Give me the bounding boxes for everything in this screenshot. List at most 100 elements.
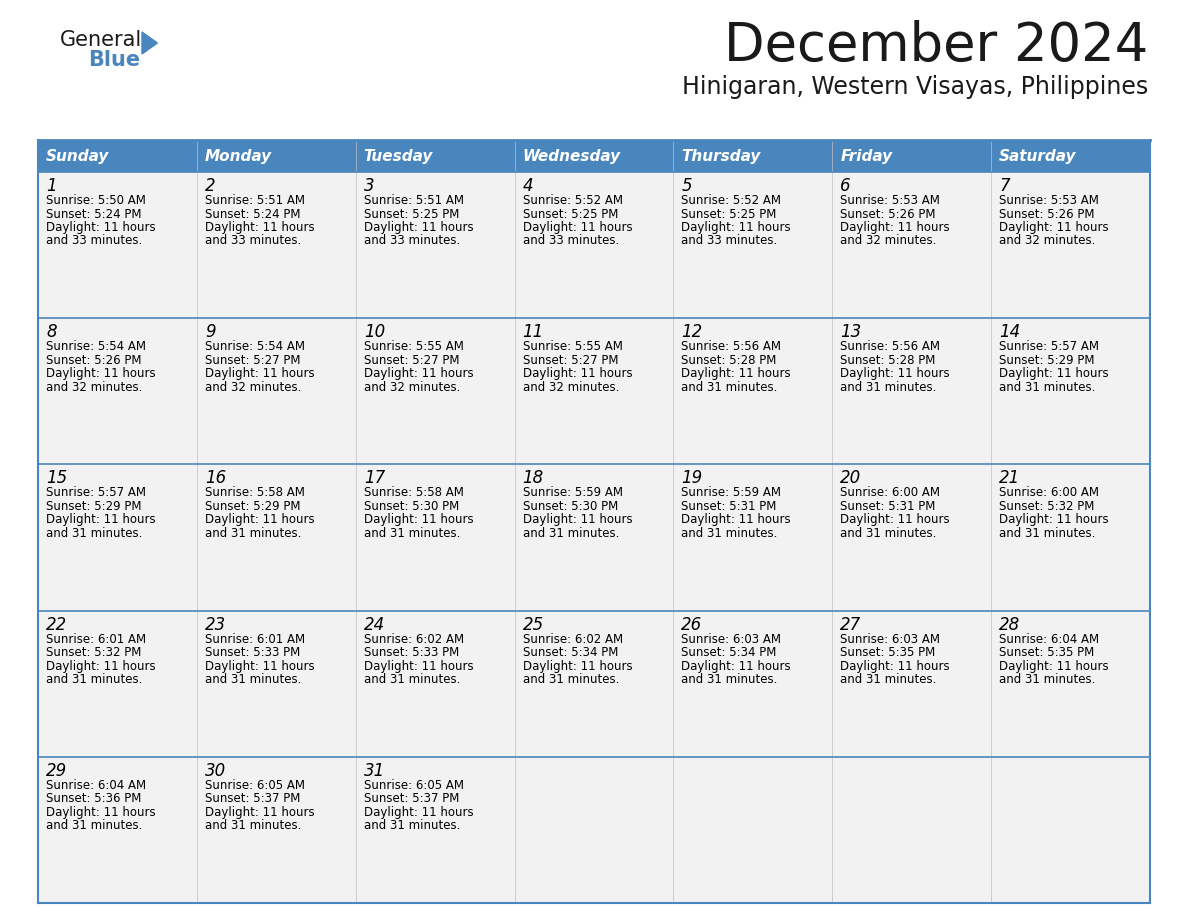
Text: 20: 20 xyxy=(840,469,861,487)
Text: Sunrise: 6:05 AM: Sunrise: 6:05 AM xyxy=(204,778,305,792)
Text: 7: 7 xyxy=(999,177,1010,195)
Text: Daylight: 11 hours: Daylight: 11 hours xyxy=(682,367,791,380)
Text: Sunrise: 5:56 AM: Sunrise: 5:56 AM xyxy=(840,341,940,353)
Text: Sunset: 5:29 PM: Sunset: 5:29 PM xyxy=(999,353,1094,366)
Text: 3: 3 xyxy=(364,177,374,195)
Bar xyxy=(991,172,1150,319)
Bar xyxy=(38,172,197,319)
Text: Sunrise: 6:01 AM: Sunrise: 6:01 AM xyxy=(46,633,146,645)
Bar xyxy=(355,756,514,903)
Text: and 32 minutes.: and 32 minutes. xyxy=(840,234,936,248)
Text: Sunrise: 5:51 AM: Sunrise: 5:51 AM xyxy=(364,194,463,207)
Text: 13: 13 xyxy=(840,323,861,341)
Text: Sunset: 5:31 PM: Sunset: 5:31 PM xyxy=(682,500,777,513)
Text: Daylight: 11 hours: Daylight: 11 hours xyxy=(204,513,315,526)
Text: Sunrise: 6:02 AM: Sunrise: 6:02 AM xyxy=(364,633,463,645)
Text: 22: 22 xyxy=(46,616,68,633)
Bar xyxy=(833,756,991,903)
Text: Sunrise: 5:51 AM: Sunrise: 5:51 AM xyxy=(204,194,305,207)
Text: Daylight: 11 hours: Daylight: 11 hours xyxy=(840,660,950,673)
Text: Daylight: 11 hours: Daylight: 11 hours xyxy=(523,221,632,234)
Bar xyxy=(833,172,991,319)
Text: 27: 27 xyxy=(840,616,861,633)
Bar xyxy=(38,319,197,465)
Text: 30: 30 xyxy=(204,762,226,779)
Text: 4: 4 xyxy=(523,177,533,195)
Text: Saturday: Saturday xyxy=(999,149,1076,163)
Text: Sunset: 5:33 PM: Sunset: 5:33 PM xyxy=(364,646,459,659)
Text: Sunrise: 5:59 AM: Sunrise: 5:59 AM xyxy=(682,487,782,499)
Text: Daylight: 11 hours: Daylight: 11 hours xyxy=(999,513,1108,526)
Text: 8: 8 xyxy=(46,323,57,341)
Text: Sunrise: 6:03 AM: Sunrise: 6:03 AM xyxy=(840,633,940,645)
Text: Sunday: Sunday xyxy=(46,149,109,163)
Bar xyxy=(991,319,1150,465)
Text: and 31 minutes.: and 31 minutes. xyxy=(840,381,936,394)
Text: Sunrise: 6:03 AM: Sunrise: 6:03 AM xyxy=(682,633,782,645)
Text: Sunrise: 5:53 AM: Sunrise: 5:53 AM xyxy=(999,194,1099,207)
Text: Monday: Monday xyxy=(204,149,272,163)
Bar xyxy=(355,319,514,465)
Text: Sunset: 5:33 PM: Sunset: 5:33 PM xyxy=(204,646,301,659)
Text: and 33 minutes.: and 33 minutes. xyxy=(46,234,143,248)
Text: Sunrise: 5:54 AM: Sunrise: 5:54 AM xyxy=(204,341,305,353)
Bar xyxy=(514,756,674,903)
Text: Sunset: 5:28 PM: Sunset: 5:28 PM xyxy=(682,353,777,366)
Text: Thursday: Thursday xyxy=(682,149,760,163)
Text: Daylight: 11 hours: Daylight: 11 hours xyxy=(999,660,1108,673)
Text: 18: 18 xyxy=(523,469,544,487)
Text: Sunrise: 5:57 AM: Sunrise: 5:57 AM xyxy=(46,487,146,499)
Text: 9: 9 xyxy=(204,323,215,341)
Text: Wednesday: Wednesday xyxy=(523,149,620,163)
Bar xyxy=(38,465,197,610)
Text: and 31 minutes.: and 31 minutes. xyxy=(364,527,460,540)
Text: Sunset: 5:35 PM: Sunset: 5:35 PM xyxy=(999,646,1094,659)
Text: and 31 minutes.: and 31 minutes. xyxy=(364,673,460,686)
Text: Daylight: 11 hours: Daylight: 11 hours xyxy=(204,806,315,819)
Text: Hinigaran, Western Visayas, Philippines: Hinigaran, Western Visayas, Philippines xyxy=(682,75,1148,99)
Text: Daylight: 11 hours: Daylight: 11 hours xyxy=(999,221,1108,234)
Text: Tuesday: Tuesday xyxy=(364,149,434,163)
Bar xyxy=(991,610,1150,756)
Text: Daylight: 11 hours: Daylight: 11 hours xyxy=(46,660,156,673)
Text: 21: 21 xyxy=(999,469,1020,487)
Text: Sunset: 5:26 PM: Sunset: 5:26 PM xyxy=(46,353,141,366)
Text: Sunset: 5:24 PM: Sunset: 5:24 PM xyxy=(204,207,301,220)
Text: Sunset: 5:27 PM: Sunset: 5:27 PM xyxy=(364,353,460,366)
Text: Sunset: 5:32 PM: Sunset: 5:32 PM xyxy=(46,646,141,659)
Text: Sunset: 5:25 PM: Sunset: 5:25 PM xyxy=(364,207,459,220)
Text: Daylight: 11 hours: Daylight: 11 hours xyxy=(364,221,473,234)
Text: Daylight: 11 hours: Daylight: 11 hours xyxy=(204,367,315,380)
Text: 12: 12 xyxy=(682,323,702,341)
Text: Sunset: 5:32 PM: Sunset: 5:32 PM xyxy=(999,500,1094,513)
Text: Sunrise: 5:50 AM: Sunrise: 5:50 AM xyxy=(46,194,146,207)
Text: Daylight: 11 hours: Daylight: 11 hours xyxy=(523,367,632,380)
Text: Sunset: 5:26 PM: Sunset: 5:26 PM xyxy=(840,207,936,220)
Text: and 31 minutes.: and 31 minutes. xyxy=(523,673,619,686)
Bar xyxy=(991,465,1150,610)
Text: Sunrise: 5:54 AM: Sunrise: 5:54 AM xyxy=(46,341,146,353)
Text: Sunset: 5:30 PM: Sunset: 5:30 PM xyxy=(364,500,459,513)
Text: Sunset: 5:25 PM: Sunset: 5:25 PM xyxy=(682,207,777,220)
Text: and 31 minutes.: and 31 minutes. xyxy=(682,673,778,686)
Text: and 32 minutes.: and 32 minutes. xyxy=(999,234,1095,248)
Text: Sunrise: 6:04 AM: Sunrise: 6:04 AM xyxy=(46,778,146,792)
Text: Sunset: 5:29 PM: Sunset: 5:29 PM xyxy=(46,500,141,513)
Bar xyxy=(38,756,197,903)
Text: 15: 15 xyxy=(46,469,68,487)
Bar xyxy=(674,319,833,465)
Text: and 31 minutes.: and 31 minutes. xyxy=(999,381,1095,394)
Text: Sunrise: 6:01 AM: Sunrise: 6:01 AM xyxy=(204,633,305,645)
Text: Sunrise: 5:55 AM: Sunrise: 5:55 AM xyxy=(364,341,463,353)
Text: Sunset: 5:27 PM: Sunset: 5:27 PM xyxy=(204,353,301,366)
Text: Sunset: 5:35 PM: Sunset: 5:35 PM xyxy=(840,646,935,659)
Text: Daylight: 11 hours: Daylight: 11 hours xyxy=(364,660,473,673)
Text: Sunrise: 5:52 AM: Sunrise: 5:52 AM xyxy=(523,194,623,207)
Text: 6: 6 xyxy=(840,177,851,195)
Text: Sunset: 5:24 PM: Sunset: 5:24 PM xyxy=(46,207,141,220)
Text: Daylight: 11 hours: Daylight: 11 hours xyxy=(682,660,791,673)
Bar xyxy=(833,610,991,756)
Text: Sunrise: 6:00 AM: Sunrise: 6:00 AM xyxy=(840,487,940,499)
Bar xyxy=(514,172,674,319)
Text: and 31 minutes.: and 31 minutes. xyxy=(204,673,302,686)
